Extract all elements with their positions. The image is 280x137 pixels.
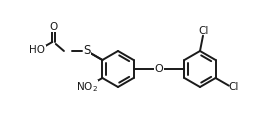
Text: Cl: Cl (228, 82, 239, 92)
Text: Cl: Cl (199, 26, 209, 36)
Text: O: O (49, 22, 57, 32)
Text: S: S (83, 45, 90, 58)
Text: NO$_2$: NO$_2$ (76, 80, 98, 94)
Text: HO: HO (29, 45, 45, 55)
Text: O: O (155, 64, 163, 74)
